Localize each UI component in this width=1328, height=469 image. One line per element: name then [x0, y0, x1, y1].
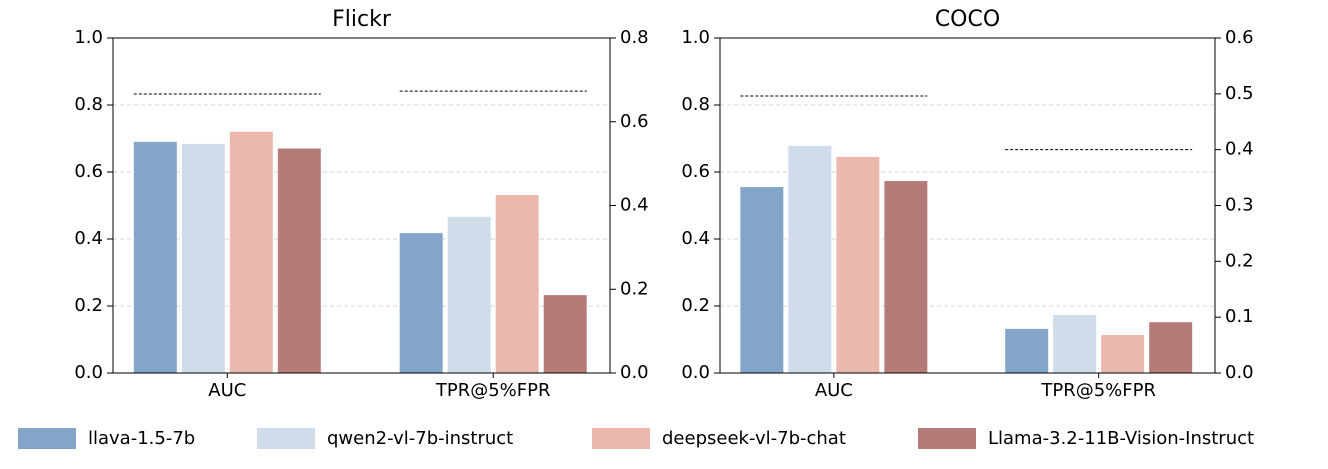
- tick-label: 0.6: [1225, 27, 1254, 48]
- legend-swatch: [18, 428, 76, 449]
- tick-label: 0.4: [620, 195, 649, 216]
- tick-label: 0.3: [1225, 195, 1254, 216]
- tick-label: 1.0: [74, 27, 103, 48]
- tick-label: 0.0: [1225, 362, 1254, 383]
- tick-label: 0.2: [74, 295, 103, 316]
- tick-label: 0.2: [620, 278, 649, 299]
- bar: [133, 141, 177, 373]
- x-tick-label: TPR@5%FPR: [435, 380, 551, 401]
- bar: [1053, 314, 1097, 373]
- tick-label: 0.4: [681, 228, 710, 249]
- tick-label: 0.8: [620, 27, 649, 48]
- tick-label: 0.2: [1225, 250, 1254, 271]
- bar: [495, 195, 539, 373]
- tick-label: 0.4: [1225, 139, 1254, 160]
- bar: [543, 295, 587, 373]
- chart-title: COCO: [935, 7, 1000, 32]
- bar: [277, 148, 321, 373]
- bar: [740, 187, 784, 373]
- bar: [1101, 335, 1145, 373]
- tick-label: 1.0: [681, 27, 710, 48]
- tick-label: 0.4: [74, 228, 103, 249]
- bar: [884, 181, 928, 373]
- bar: [1149, 322, 1193, 373]
- plot-frame: [719, 37, 1216, 374]
- legend-label: qwen2-vl-7b-instruct: [327, 428, 513, 449]
- tick-label: 0.2: [681, 295, 710, 316]
- tick-label: 0.0: [620, 362, 649, 383]
- tick-label: 0.8: [681, 94, 710, 115]
- tick-label: 0.6: [74, 161, 103, 182]
- bar: [399, 233, 443, 373]
- plot-frame: [112, 37, 611, 374]
- bar: [447, 216, 491, 373]
- tick-label: 0.6: [681, 161, 710, 182]
- bar: [788, 145, 832, 373]
- legend-swatch: [592, 428, 650, 449]
- bar: [229, 131, 273, 373]
- x-tick-label: TPR@5%FPR: [1040, 380, 1156, 401]
- tick-label: 0.8: [74, 94, 103, 115]
- legend-swatch: [257, 428, 315, 449]
- bar: [1005, 328, 1049, 373]
- tick-label: 0.6: [620, 111, 649, 132]
- legend-swatch: [918, 428, 976, 449]
- bar: [836, 156, 880, 373]
- chart-title: Flickr: [332, 7, 392, 32]
- legend-label: Llama-3.2-11B-Vision-Instruct: [988, 428, 1254, 449]
- legend-label: llava-1.5-7b: [88, 428, 195, 449]
- legend-label: deepseek-vl-7b-chat: [662, 428, 846, 449]
- x-tick-label: AUC: [815, 380, 853, 401]
- tick-label: 0.1: [1225, 306, 1254, 327]
- x-tick-label: AUC: [208, 380, 246, 401]
- tick-label: 0.0: [681, 362, 710, 383]
- tick-label: 0.5: [1225, 83, 1254, 104]
- bar: [181, 143, 225, 373]
- tick-label: 0.0: [74, 362, 103, 383]
